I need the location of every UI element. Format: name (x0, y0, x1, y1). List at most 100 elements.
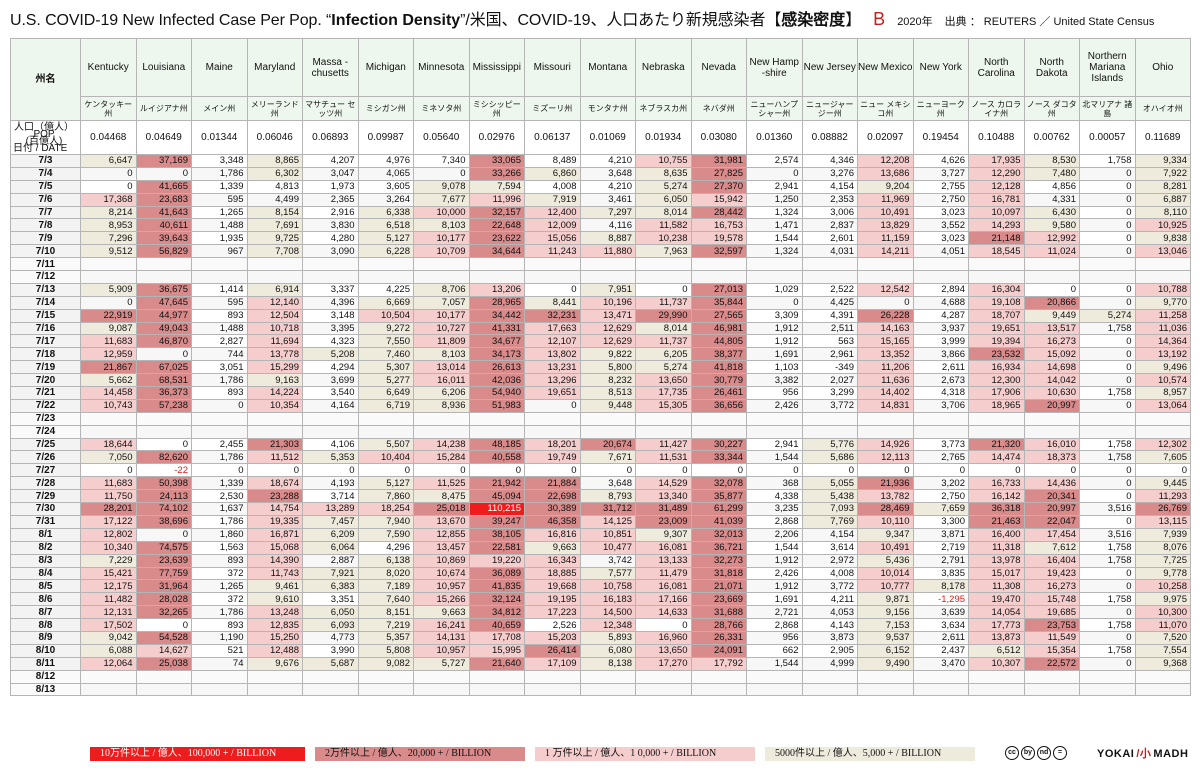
value-cell: 1,544 (746, 540, 803, 555)
value-cell: 16,081 (635, 579, 692, 594)
state-header-ja: ニューヨーク州 (912, 96, 969, 121)
value-cell: 5,800 (579, 360, 636, 375)
value-cell: 2,791 (912, 553, 969, 568)
value-cell: 0 (635, 282, 692, 297)
state-population: 0.01344 (191, 120, 248, 155)
value-cell: 12,992 (1023, 231, 1080, 246)
value-cell: 4,338 (746, 489, 803, 504)
value-cell: 4,211 (801, 592, 858, 607)
table-row: 7/5 0 41,665 1,339 4,813 1,973 3,605 9,078 7,594… (10, 179, 1191, 194)
state-header-ja: モンタナ州 (579, 96, 636, 121)
value-cell: 0 (80, 166, 137, 181)
state-population: 0.08882 (801, 120, 858, 155)
value-cell: 10,177 (413, 231, 470, 246)
value-cell: 3,605 (357, 179, 414, 194)
value-cell: 9,078 (413, 179, 470, 194)
value-cell (690, 424, 747, 439)
value-cell (690, 411, 747, 426)
value-cell: 4,106 (302, 437, 359, 452)
value-cell: 14,402 (857, 386, 914, 400)
value-cell (191, 669, 248, 684)
value-cell (968, 257, 1025, 272)
table-row: 7/15 22,919 44,977 893 12,504 3,148 10,504 10,1… (10, 308, 1191, 323)
value-cell: 1,324 (746, 205, 803, 220)
value-cell: 6,064 (302, 540, 359, 555)
license-nd-icon: nd (1037, 746, 1051, 760)
value-cell: 4,331 (1023, 192, 1080, 207)
value-cell: 3,023 (912, 231, 969, 246)
value-cell (1079, 424, 1136, 439)
value-cell (524, 669, 581, 684)
color-legend: 10万件以上 / 億人、100,000 + / BILLION 2万件以上 / … (90, 746, 975, 762)
value-cell: 19,651 (524, 386, 581, 400)
value-cell: 5,274 (635, 179, 692, 194)
value-cell: 3,148 (302, 308, 359, 323)
value-cell: 12,835 (246, 618, 303, 632)
value-cell: 19,749 (524, 450, 581, 465)
state-header-ja: ミネソタ州 (413, 96, 470, 121)
value-cell: 662 (746, 643, 803, 658)
value-cell: 3,276 (801, 166, 858, 181)
value-cell: 2,916 (302, 205, 359, 220)
value-cell (191, 424, 248, 439)
value-cell: 7,577 (579, 566, 636, 581)
value-cell: 23,532 (968, 347, 1025, 362)
date-cell: 8/7 (10, 605, 81, 620)
value-cell: 22,581 (468, 540, 525, 555)
value-cell: 22,919 (80, 308, 137, 323)
value-cell: 16,011 (413, 373, 470, 388)
value-cell: 10,097 (968, 205, 1025, 220)
value-cell: 3,772 (801, 579, 858, 594)
table-row: 7/12 (10, 270, 1191, 284)
value-cell: 15,305 (635, 398, 692, 413)
value-cell: 10,925 (1134, 218, 1191, 233)
value-cell: 3,051 (191, 360, 248, 375)
value-cell: 14,211 (857, 244, 914, 259)
value-cell: 9,445 (1134, 476, 1191, 491)
date-cell: 7/27 (10, 463, 81, 478)
value-cell: 0 (1079, 347, 1136, 362)
value-cell: 1,265 (191, 205, 248, 220)
value-cell (1023, 669, 1080, 684)
value-cell: 0 (1023, 463, 1080, 478)
value-cell (1079, 682, 1136, 697)
value-cell: 14,633 (635, 605, 692, 620)
value-cell: 14,754 (246, 502, 303, 516)
value-cell: 11,427 (635, 437, 692, 452)
value-cell: 9,449 (1023, 308, 1080, 323)
value-cell (579, 669, 636, 684)
state-population: 0.01934 (635, 120, 692, 155)
infection-density-table: 州名 Kentucky Louisiana Maine Maryland Massa -… (10, 38, 1191, 697)
date-cell: 7/23 (10, 411, 81, 426)
value-cell: 0 (1079, 605, 1136, 620)
value-cell: 0 (1079, 244, 1136, 259)
value-cell: 17,502 (80, 618, 137, 632)
value-cell: 2,719 (912, 540, 969, 555)
value-cell (635, 270, 692, 284)
value-cell: 7,612 (1023, 540, 1080, 555)
value-cell: 23,669 (690, 592, 747, 607)
value-cell: 8,441 (524, 295, 581, 310)
value-cell: 10,869 (413, 553, 470, 568)
value-cell: 10,404 (357, 450, 414, 465)
value-cell: 67,025 (135, 360, 192, 375)
value-cell: 24,113 (135, 489, 192, 504)
value-cell: 744 (191, 347, 248, 362)
value-cell (80, 270, 137, 284)
value-cell: 14,474 (968, 450, 1025, 465)
value-cell: 11,694 (246, 334, 303, 349)
value-cell: 17,122 (80, 514, 137, 529)
value-cell: 4,154 (801, 527, 858, 542)
value-cell: 20,997 (1023, 502, 1080, 516)
value-cell: 4,143 (801, 618, 858, 632)
state-header-ja: ミシシッピー州 (468, 96, 525, 121)
value-cell: 39,643 (135, 231, 192, 246)
value-cell: 14,131 (413, 630, 470, 645)
value-cell: 9,163 (246, 373, 303, 388)
value-cell: 0 (801, 463, 858, 478)
value-cell: 9,156 (857, 605, 914, 620)
value-cell: 3,351 (302, 592, 359, 607)
value-cell: 11,582 (635, 218, 692, 233)
value-cell: 7,951 (579, 282, 636, 297)
value-cell: 32,231 (524, 308, 581, 323)
